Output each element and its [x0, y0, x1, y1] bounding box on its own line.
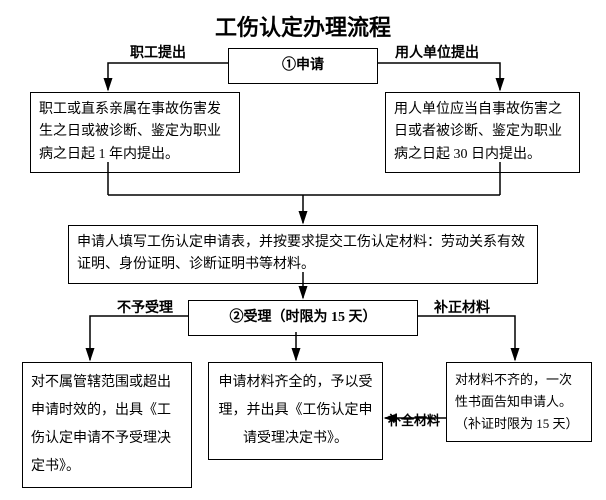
page-title: 工伤认定办理流程 [0, 10, 606, 42]
label-supplement: 补全材料 [388, 410, 440, 429]
node-incomplete-text: 对材料不齐的，一次性书面告知申请人。（补证时限为 15 天） [455, 372, 579, 431]
node-reject-text: 对不属管辖范围或超出申请时效的，出具《工伤认定申请不予受理决定书》。 [31, 375, 171, 474]
node-acceptance: ②受理（时限为 15 天） [188, 300, 418, 336]
node-submit-text: 申请人填写工伤认定申请表，并按要求提交工伤认定材料：劳动关系有效证明、身份证明、… [77, 235, 525, 272]
node-accept-box: 申请材料齐全的，予以受理，并出具《工伤认定申请受理决定书》。 [208, 362, 383, 460]
node-apply: ①申请 [228, 48, 378, 84]
node-employer-box: 用人单位应当自事故伤害之日或者被诊断、鉴定为职业病之日起 30 日内提出。 [385, 92, 580, 173]
label-employee-apply: 职工提出 [130, 42, 186, 62]
node-apply-text: ①申请 [282, 58, 324, 73]
node-employee-text: 职工或直系亲属在事故伤害发生之日或被诊断、鉴定为职业病之日起 1 年内提出。 [39, 102, 221, 162]
node-submit-box: 申请人填写工伤认定申请表，并按要求提交工伤认定材料：劳动关系有效证明、身份证明、… [68, 225, 538, 284]
node-acceptance-text: ②受理（时限为 15 天） [230, 310, 377, 325]
node-employee-box: 职工或直系亲属在事故伤害发生之日或被诊断、鉴定为职业病之日起 1 年内提出。 [30, 92, 240, 173]
node-employer-text: 用人单位应当自事故伤害之日或者被诊断、鉴定为职业病之日起 30 日内提出。 [394, 102, 562, 162]
node-accept-text: 申请材料齐全的，予以受理，并出具《工伤认定申请受理决定书》。 [219, 375, 373, 446]
label-employer-apply: 用人单位提出 [395, 42, 479, 62]
label-correct: 补正材料 [434, 297, 490, 317]
node-reject-box: 对不属管辖范围或超出申请时效的，出具《工伤认定申请不予受理决定书》。 [22, 362, 192, 488]
label-not-accept: 不予受理 [117, 297, 173, 317]
node-incomplete-box: 对材料不齐的，一次性书面告知申请人。（补证时限为 15 天） [446, 362, 592, 442]
